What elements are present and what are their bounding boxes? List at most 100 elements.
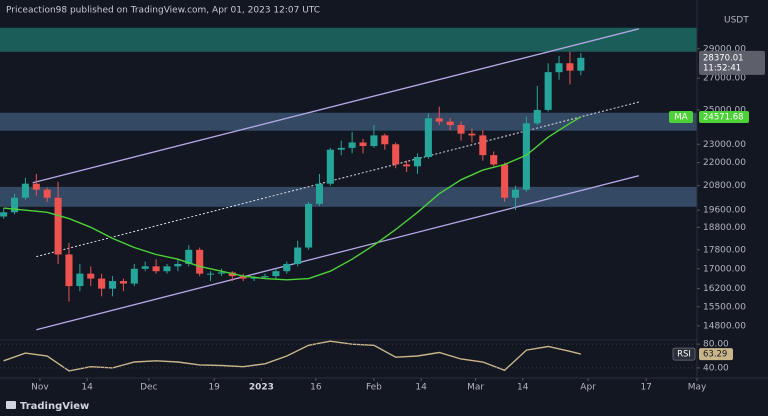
- brand: TradingView: [20, 401, 89, 412]
- x-tick-label: Dec: [140, 383, 157, 393]
- candle-body: [98, 278, 106, 289]
- x-tick-label: May: [688, 383, 707, 393]
- candle-body: [10, 197, 19, 213]
- candle-body: [239, 276, 247, 279]
- x-tick-label: Apr: [580, 383, 596, 393]
- candle-body: [108, 281, 117, 289]
- x-tick-label: 14: [517, 383, 529, 393]
- countdown: 11:52:41: [703, 63, 741, 73]
- candle-body: [65, 254, 73, 287]
- x-tick-label: 16: [310, 383, 322, 393]
- x-tick-label: Mar: [467, 383, 484, 393]
- y-tick-label: 16200.00: [703, 284, 746, 294]
- candle-body: [163, 266, 171, 272]
- candle-body: [43, 189, 51, 198]
- candle-body: [522, 123, 530, 190]
- rsi-name: RSI: [677, 350, 691, 360]
- candle-body: [87, 273, 95, 279]
- y-tick-label: 27000.00: [703, 74, 746, 84]
- ma-tag: [699, 111, 749, 124]
- candle-body: [403, 164, 411, 167]
- y-tick-label: 19600.00: [703, 206, 746, 216]
- y-tick-label: 14800.00: [703, 321, 746, 331]
- x-tick-label: Nov: [31, 383, 49, 393]
- candle-body: [0, 212, 8, 217]
- candle-body: [272, 271, 280, 277]
- y-tick-label: 18800.00: [703, 223, 746, 233]
- candle-body: [305, 203, 313, 248]
- candle-body: [457, 125, 465, 134]
- candle-body: [544, 72, 552, 110]
- candle-body: [217, 272, 225, 274]
- candle-body: [174, 263, 182, 267]
- logo-icon: [6, 401, 16, 409]
- candle-body: [511, 189, 520, 198]
- rsi-name-tag: [672, 347, 696, 361]
- y-tick-label: 25000.00: [703, 105, 746, 115]
- candle-body: [196, 249, 204, 274]
- price-tag-value: 28370.01: [703, 53, 744, 63]
- ma-value: 24571.68: [703, 113, 744, 123]
- candle-body: [566, 63, 574, 71]
- candle-body: [21, 183, 29, 198]
- candle-body: [119, 281, 127, 284]
- candle-body: [207, 273, 215, 275]
- candle-body: [141, 266, 149, 269]
- x-tick-label: 2023: [249, 383, 274, 393]
- candle-body: [435, 118, 443, 122]
- header: Priceaction98 published on TradingView.c…: [6, 6, 320, 16]
- ma-name-tag: [669, 111, 693, 124]
- rsi-value: 63.29: [703, 350, 727, 360]
- candle-body: [577, 57, 585, 71]
- y-tick-label: 22000.00: [703, 158, 746, 168]
- ma-line: [3, 116, 582, 281]
- x-tick-label: 14: [81, 383, 93, 393]
- candle-body: [348, 142, 356, 148]
- candle-body: [446, 121, 454, 126]
- x-tick-label: 17: [640, 383, 651, 393]
- ma-name: MA: [674, 113, 687, 123]
- y-tick-label: 23000.00: [703, 140, 746, 150]
- x-tick-label: Feb: [366, 383, 382, 393]
- candle-body: [555, 63, 563, 73]
- candle-body: [533, 109, 541, 124]
- candle-body: [370, 135, 378, 147]
- rsi-line: [3, 340, 581, 372]
- candle-body: [294, 247, 302, 264]
- candle-body: [76, 273, 84, 287]
- candle-body: [392, 144, 400, 165]
- candle-body: [501, 164, 509, 198]
- brand-logo: [6, 401, 16, 409]
- x-tick-label: 19: [208, 383, 220, 393]
- candle-body: [283, 263, 291, 272]
- candle-body: [130, 268, 138, 284]
- rsi-tick-label: 80.00: [703, 340, 729, 350]
- candle-body: [152, 266, 160, 272]
- candle-body: [315, 183, 323, 204]
- candle-body: [479, 135, 487, 156]
- y-tick-label: 20800.00: [703, 181, 746, 191]
- price-tag: [699, 50, 765, 75]
- zone: [0, 112, 697, 131]
- plot-area: [0, 27, 697, 372]
- candle-body: [359, 142, 367, 147]
- candle-body: [424, 118, 432, 157]
- y-tick-label: 15500.00: [703, 302, 746, 312]
- y-tick-label: 29000.00: [703, 44, 746, 54]
- candle-body: [337, 147, 345, 150]
- trend-line: [32, 28, 640, 184]
- zone: [0, 27, 697, 52]
- candle-body: [326, 149, 334, 184]
- y-tick-label: 17000.00: [703, 264, 746, 274]
- rsi-tick-label: 40.00: [703, 363, 729, 373]
- candle-body: [32, 183, 40, 190]
- x-tick-label: 14: [415, 383, 427, 393]
- candle-body: [490, 155, 498, 165]
- candle-body: [261, 276, 269, 278]
- zone: [0, 186, 697, 207]
- rsi-tag: [699, 348, 733, 361]
- candle-body: [468, 133, 476, 136]
- currency: USDT: [724, 16, 749, 26]
